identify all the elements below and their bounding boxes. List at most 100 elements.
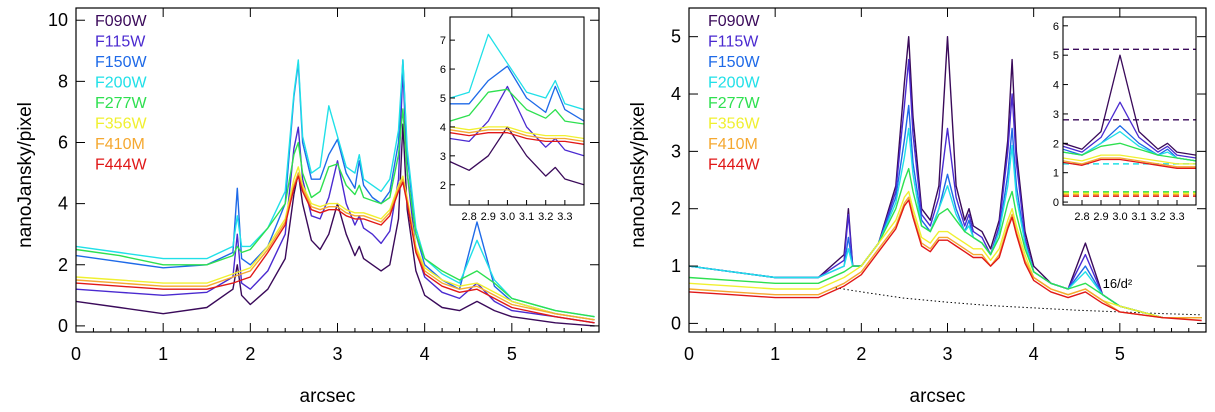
- legend-entry-f200w: F200W: [95, 75, 147, 92]
- y-tick-label: 8: [58, 71, 68, 91]
- plot-frame: [688, 7, 1207, 333]
- inset-1-series-f356w: [450, 126, 584, 140]
- x-tick-label: 5: [507, 344, 517, 364]
- y-tick-label: 2: [58, 255, 68, 275]
- legend-entry-f090w: F090W: [95, 13, 147, 30]
- legend-entry-f410m: F410M: [95, 136, 145, 153]
- x-tick-label: 2: [245, 344, 255, 364]
- inset-x-tick-label: 2.9: [481, 211, 496, 223]
- y-tick-label: 0: [58, 316, 68, 336]
- inset-frame: [1062, 16, 1197, 206]
- y-tick-label: 10: [48, 10, 68, 30]
- panel-2-series-f410m: [689, 196, 1202, 319]
- inset-y-tick-label: 2: [440, 180, 446, 192]
- inset-1-series-f444w: [450, 131, 584, 145]
- reference-curve: [835, 287, 1202, 316]
- x-tick-label: 2: [856, 344, 866, 364]
- inset-x-tick-label: 2.9: [1093, 211, 1108, 223]
- x-tick-label: 0: [71, 344, 81, 364]
- inset-y-tick-label: 4: [1053, 80, 1059, 92]
- inset-x-tick-label: 3.0: [500, 211, 515, 223]
- legend-entry-f200w: F200W: [708, 75, 760, 92]
- y-tick-label: 4: [58, 194, 68, 214]
- inset-y-tick-label: 6: [1053, 21, 1059, 33]
- inset-x-tick-label: 3.0: [1112, 211, 1127, 223]
- inset-y-tick-label: 1: [1053, 168, 1059, 180]
- inset-2-series-f356w: [1063, 154, 1196, 165]
- panel-1-series-f090w: [76, 123, 595, 327]
- inset-y-tick-label: 7: [440, 35, 446, 47]
- legend-entry-f277w: F277W: [708, 95, 760, 112]
- inset-y-tick-label: 0: [1053, 197, 1059, 209]
- legend-entry-f410m: F410M: [708, 136, 758, 153]
- inset-2-series-f115w: [1063, 101, 1196, 159]
- y-tick-label: 4: [671, 84, 681, 104]
- inset-y-tick-label: 2: [1053, 138, 1059, 150]
- legend-entry-f115w: F115W: [708, 34, 759, 51]
- x-tick-label: 1: [158, 344, 168, 364]
- x-tick-label: 3: [942, 344, 952, 364]
- inset-y-tick-label: 6: [440, 64, 446, 76]
- inset-2-series-f444w: [1063, 158, 1196, 169]
- legend-entry-f277w: F277W: [95, 95, 147, 112]
- inset-1-series-f277w: [450, 88, 584, 125]
- legend-entry-f150w: F150W: [708, 54, 760, 71]
- y-tick-label: 6: [58, 132, 68, 152]
- inset-panel: 2.8 2.9 3.0 3.1 3.2 3.3 0 1 2 3 4 5 6: [1053, 17, 1196, 223]
- legend-entry-f115w: F115W: [95, 34, 146, 51]
- inset-x-tick-label: 3.3: [557, 211, 572, 223]
- x-tick-label: 3: [332, 344, 342, 364]
- inset-frame: [449, 16, 585, 206]
- panel-1-series-f410m: [76, 172, 595, 321]
- inset-x-tick-label: 2.8: [461, 211, 476, 223]
- y-tick-label: 1: [671, 256, 681, 276]
- inset-2-series-f090w: [1063, 54, 1196, 156]
- legend-entry-f444w: F444W: [708, 157, 760, 174]
- panel-1-series-f356w: [76, 166, 595, 321]
- y-tick-label: 0: [671, 313, 681, 333]
- y-tick-label: 5: [671, 27, 681, 47]
- inset-y-tick-label: 3: [440, 151, 446, 163]
- x-tick-label: 4: [420, 344, 430, 364]
- y-axis-title: nanoJansky/pixel: [628, 102, 649, 248]
- legend-entry-f356w: F356W: [708, 116, 760, 133]
- panel-1-series-f444w: [76, 175, 595, 324]
- inset-y-tick-label: 4: [440, 122, 446, 134]
- inset-1-series-f200w: [450, 33, 584, 111]
- x-tick-label: 1: [770, 344, 780, 364]
- inset-panel: 2.8 2.9 3.0 3.1 3.2 3.3 2 3 4 5 6 7: [439, 33, 584, 223]
- inset-2-series-f200w: [1063, 130, 1196, 162]
- x-tick-label: 4: [1029, 344, 1039, 364]
- inset-x-tick-label: 3.3: [1169, 211, 1184, 223]
- legend-entry-f356w: F356W: [95, 116, 147, 133]
- legend-entry-f090w: F090W: [708, 13, 760, 30]
- x-axis-title: arcsec: [300, 386, 356, 407]
- inset-2-series-f410m: [1063, 157, 1196, 168]
- plot-frame: [75, 7, 600, 333]
- inset-x-tick-label: 3.2: [538, 211, 553, 223]
- inset-1-series-f410m: [450, 128, 584, 143]
- inset-x-tick-label: 2.8: [1074, 211, 1089, 223]
- legend-entry-f150w: F150W: [95, 54, 147, 71]
- panel-1: 0 1 2 3 4 5 0 2 4 6 8 10 arcsec nanoJansky/pixel F090W…: [15, 8, 599, 407]
- inset-2-series-f150w: [1063, 125, 1196, 162]
- panel-2-series-f444w: [689, 199, 1202, 322]
- x-tick-label: 5: [1115, 344, 1125, 364]
- y-tick-label: 2: [671, 199, 681, 219]
- panel-2-series-f277w: [689, 167, 1202, 319]
- panel-1-series-f200w: [76, 59, 595, 318]
- panel-2: 16/d² 0 1 2 3 4 5 0 1 2 3 4 5 arcsec nanoJansky/pixel F…: [628, 8, 1206, 407]
- annotation-label: 16/d²: [1103, 276, 1133, 291]
- inset-y-tick-label: 5: [440, 93, 446, 105]
- y-axis-title: nanoJansky/pixel: [15, 102, 36, 248]
- x-tick-label: 0: [684, 344, 694, 364]
- inset-2-series-f277w: [1063, 142, 1196, 162]
- x-axis-title: arcsec: [910, 386, 966, 407]
- inset-y-tick-label: 3: [1053, 109, 1059, 121]
- legend-entry-f444w: F444W: [95, 157, 147, 174]
- y-tick-label: 3: [671, 141, 681, 161]
- inset-x-tick-label: 3.1: [1131, 211, 1146, 223]
- inset-1-series-f090w: [450, 126, 584, 186]
- inset-x-tick-label: 3.2: [1150, 211, 1165, 223]
